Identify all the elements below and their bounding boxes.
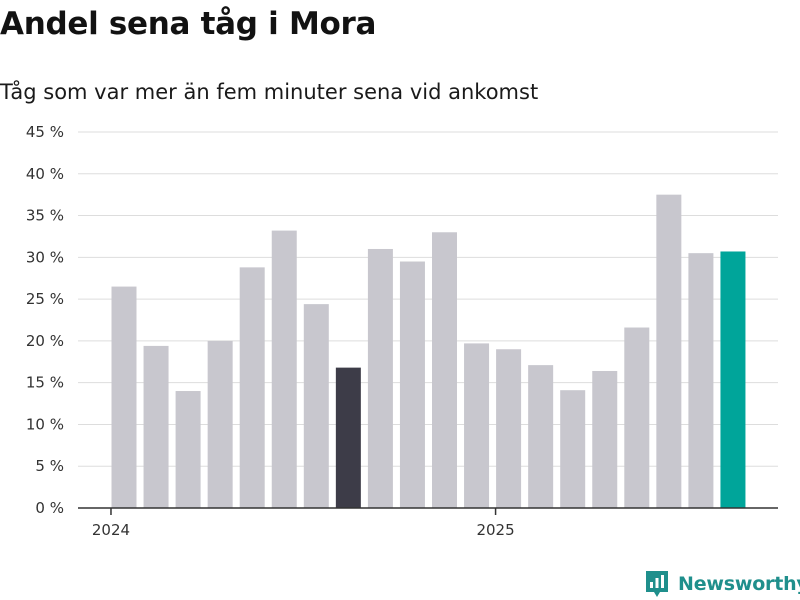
- bar: [239, 267, 265, 508]
- bar: [560, 390, 586, 508]
- bar: [528, 365, 554, 508]
- bar: [496, 349, 522, 508]
- y-tick-label: 5 %: [35, 457, 64, 475]
- y-tick-label: 40 %: [26, 165, 64, 183]
- bar: [464, 343, 490, 508]
- bar: [207, 340, 233, 508]
- bar: [624, 327, 650, 508]
- bar: [656, 194, 682, 508]
- brand-name: Newsworthy: [678, 573, 800, 595]
- newsworthy-logo-icon: [646, 571, 668, 597]
- bar: [432, 232, 457, 508]
- y-tick-label: 45 %: [26, 123, 64, 141]
- bar: [303, 304, 329, 508]
- bar: [720, 251, 746, 509]
- y-tick-label: 10 %: [26, 415, 64, 433]
- bar: [399, 261, 425, 508]
- bar: [367, 248, 393, 508]
- y-tick-label: 25 %: [26, 290, 64, 308]
- y-tick-label: 20 %: [26, 332, 64, 350]
- bar: [175, 391, 201, 508]
- chart-title: Andel sena tåg i Mora: [0, 6, 377, 42]
- bar: [688, 253, 714, 508]
- bar: [335, 367, 361, 508]
- y-tick-label: 30 %: [26, 248, 64, 266]
- x-tick-label: 2025: [476, 521, 514, 539]
- bar: [143, 345, 169, 508]
- bar: [592, 370, 618, 508]
- y-tick-label: 0 %: [35, 499, 64, 517]
- bar: [111, 286, 137, 508]
- brand-logo: Newsworthy: [644, 568, 800, 600]
- x-tick-label: 2024: [92, 521, 130, 539]
- y-tick-label: 15 %: [26, 374, 64, 392]
- bar: [271, 230, 297, 508]
- y-tick-label: 35 %: [26, 207, 64, 225]
- chart-subtitle: Tåg som var mer än fem minuter sena vid …: [0, 80, 539, 104]
